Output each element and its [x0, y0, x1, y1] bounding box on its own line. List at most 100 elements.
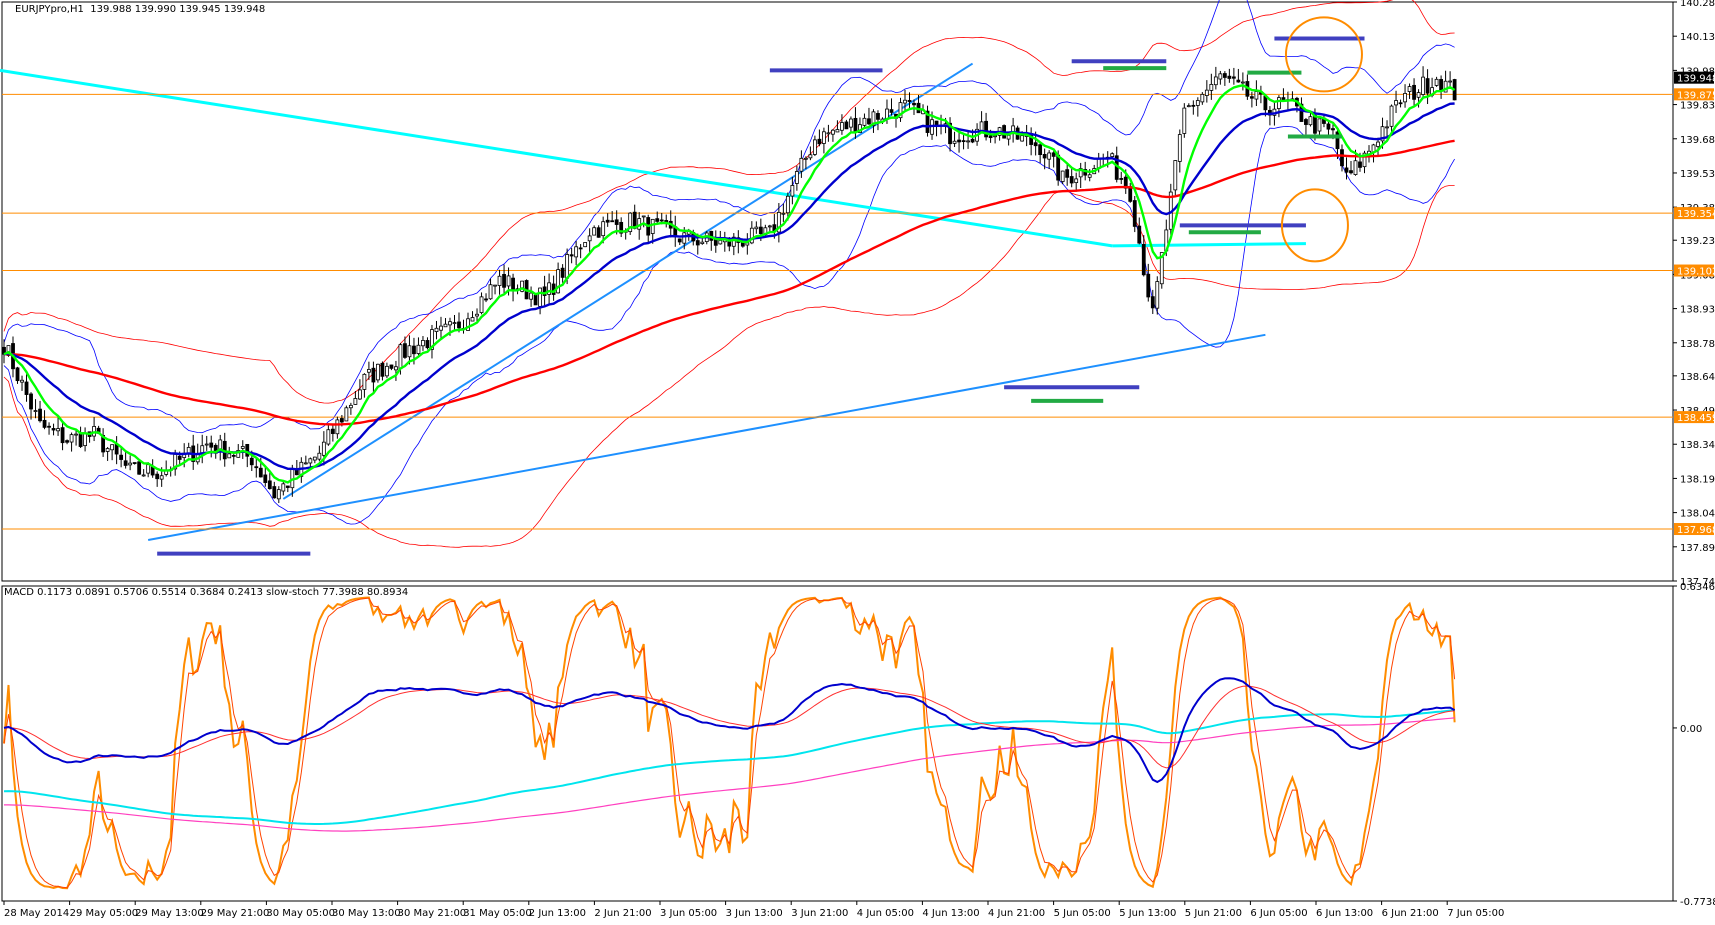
candle-body: [966, 140, 970, 143]
candle-body: [15, 367, 20, 382]
candle-body: [1074, 178, 1079, 184]
candle-body: [47, 425, 51, 428]
candle-body: [312, 456, 317, 461]
candle-body: [276, 489, 281, 500]
candle-body: [569, 254, 574, 257]
candle-body: [227, 453, 232, 459]
x-tick-label: 6 Jun 13:00: [1316, 908, 1373, 919]
candle-body: [281, 483, 286, 492]
candle-body: [254, 466, 259, 469]
candle-body: [497, 275, 502, 286]
level-price-tag: [1674, 411, 1714, 424]
level-price-label: 137.968: [1677, 525, 1715, 536]
candle-body: [542, 286, 547, 296]
candle-body: [1195, 100, 1200, 106]
candle-body: [1421, 76, 1425, 95]
candle-body: [1033, 142, 1038, 147]
candle-body: [272, 486, 277, 499]
candle-body: [29, 393, 33, 410]
candle-body: [1249, 96, 1254, 99]
stoch-k-line: [3, 596, 1456, 890]
x-tick-label: 29 May 05:00: [70, 908, 139, 919]
candle-body: [641, 215, 646, 218]
symbol-label: EURJPYpro,H1: [15, 4, 84, 15]
candle-body: [308, 458, 313, 464]
candle-body: [1439, 79, 1443, 92]
candle-body: [249, 457, 254, 466]
candle-body: [628, 212, 633, 233]
stoch-d-line: [3, 597, 1456, 889]
level-price-label: 138.459: [1677, 413, 1715, 424]
candle-body: [583, 242, 588, 248]
level-price-label: 139.354: [1677, 209, 1715, 220]
candle-body: [907, 100, 912, 102]
candle-body: [371, 367, 376, 383]
highlight-circle-lower: [1280, 188, 1349, 263]
candle-body: [592, 227, 597, 236]
macd-signal-line: [3, 685, 1455, 769]
candle-body: [69, 434, 74, 443]
x-tick-label: 2 Jun 21:00: [594, 908, 651, 919]
candle-body: [538, 287, 542, 307]
candle-body: [1213, 76, 1218, 86]
candle-body: [574, 246, 579, 258]
candle-body: [912, 102, 916, 106]
candle-body: [1412, 84, 1416, 100]
candle-body: [1236, 79, 1241, 83]
candle-body: [898, 102, 903, 119]
level-price-label: 139.875: [1677, 90, 1715, 101]
candle-body: [835, 129, 840, 133]
candle-body: [434, 327, 439, 332]
candle-body: [42, 419, 47, 428]
price-panel-frame: [1, 1, 1674, 582]
candle-body: [1150, 296, 1155, 309]
candle-body: [1222, 73, 1227, 78]
candle-body: [209, 442, 214, 448]
ohlc-readout: 139.988 139.990 139.945 139.948: [90, 4, 266, 15]
indicator-header: MACD 0.1173 0.0891 0.5706 0.5514 0.3684 …: [4, 587, 408, 598]
candle-body: [470, 317, 475, 322]
candle-body: [808, 154, 813, 159]
candle-body: [1227, 75, 1232, 79]
price-y-tick-label: 140.130: [1680, 32, 1715, 43]
candle-body: [988, 135, 993, 139]
candle-body: [749, 227, 754, 244]
candle-body: [578, 247, 583, 250]
candle-body: [533, 294, 538, 306]
candle-body: [1358, 161, 1362, 168]
candle-body: [245, 443, 250, 457]
candle-body: [1159, 252, 1164, 285]
candle-body: [367, 369, 371, 373]
candle-body: [412, 345, 416, 355]
candle-body: [1006, 134, 1011, 140]
level-price-tag: [1674, 264, 1714, 277]
candle-body: [110, 444, 115, 451]
candle-body: [475, 313, 479, 317]
candle-body: [128, 462, 133, 466]
price-y-tick-label: 138.935: [1680, 305, 1715, 316]
candle-body: [1137, 225, 1142, 244]
candle-body: [745, 242, 750, 246]
macd-y-tick-label: 0.6346: [1680, 582, 1715, 593]
price-y-tick-label: 137.740: [1680, 577, 1715, 588]
candle-body: [1128, 186, 1133, 202]
candle-body: [1308, 116, 1313, 126]
candle-body: [439, 325, 443, 331]
candle-body: [457, 321, 461, 329]
candle-body: [74, 433, 78, 436]
candle-body: [407, 345, 412, 358]
candle-body: [1340, 149, 1344, 167]
candle-body: [1056, 154, 1061, 181]
candle-body: [1065, 169, 1070, 178]
candle-body: [20, 379, 24, 383]
candle-body: [547, 282, 552, 295]
candle-body: [335, 419, 340, 435]
candle-body: [1047, 152, 1052, 160]
price-y-tick-label: 138.190: [1680, 474, 1715, 485]
candle-body: [871, 111, 876, 127]
candle-body: [1173, 160, 1178, 191]
price-y-tick-label: 140.280: [1680, 0, 1715, 9]
candle-body: [957, 139, 961, 143]
indicator-panel-frame: [1, 585, 1674, 902]
